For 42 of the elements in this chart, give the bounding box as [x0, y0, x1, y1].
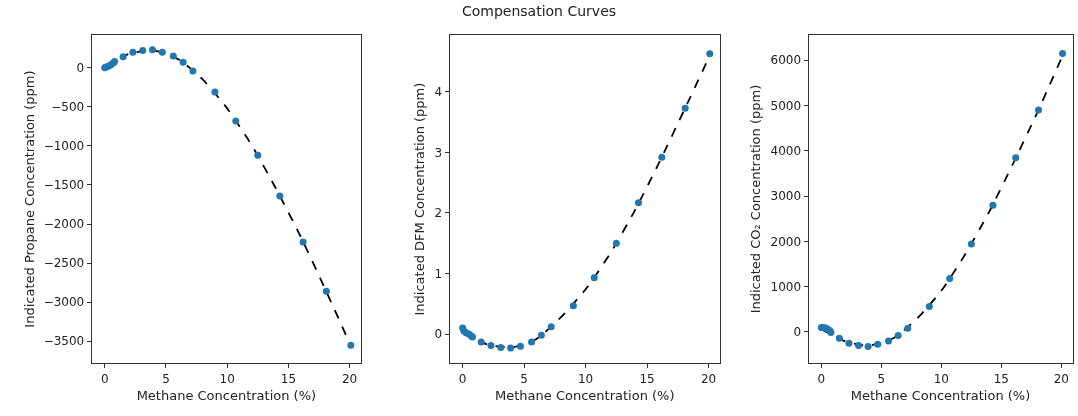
y-tick-label: 0: [434, 327, 443, 342]
x-tick-label: 0: [100, 371, 109, 386]
y-tick-label: 3000: [770, 189, 802, 204]
y-tick-label: −500: [51, 100, 85, 115]
y-tick-label: 0: [793, 325, 802, 340]
y-axis-title: Indicated Propane Concentration (ppm): [21, 70, 37, 328]
y-tick-label: 6000: [770, 53, 802, 68]
y-tick-label: 2: [434, 206, 443, 221]
x-tick-label: 5: [877, 371, 886, 386]
y-tick-label: −2500: [43, 256, 85, 271]
y-tick-label: 3: [434, 145, 443, 160]
y-axis-title: Indicated DFM Concentration (ppm): [412, 82, 428, 316]
x-tick-label: 5: [162, 371, 170, 386]
y-tick-label: 4000: [770, 144, 802, 159]
y-tick-label: 0: [76, 60, 85, 75]
x-tick-label: 20: [341, 371, 358, 386]
x-axis-title: Methane Concentration (%): [495, 388, 675, 404]
y-tick-label: 5000: [770, 98, 802, 113]
x-tick-label: 15: [280, 371, 297, 386]
y-tick-label: 1: [434, 266, 443, 281]
y-axis-title: Indicated CO₂ Concentration (ppm): [748, 84, 764, 314]
y-tick-label: −1000: [43, 139, 85, 154]
x-tick-label: 15: [639, 371, 655, 386]
y-tick-label: −2000: [43, 217, 85, 232]
y-tick-label: 1000: [770, 279, 802, 294]
x-tick-label: 10: [219, 371, 235, 386]
x-tick-label: 0: [817, 371, 826, 386]
x-axis-title: Methane Concentration (%): [850, 388, 1031, 404]
x-tick-label: 5: [520, 371, 528, 386]
y-tick-label: 4: [434, 85, 443, 100]
x-tick-label: 15: [993, 371, 1009, 386]
chart-title: Compensation Curves: [461, 3, 617, 20]
x-tick-label: 0: [458, 371, 467, 386]
x-tick-label: 10: [577, 371, 594, 386]
y-tick-label: −3500: [43, 334, 85, 349]
x-tick-label: 20: [1053, 371, 1069, 386]
y-tick-label: −3000: [43, 295, 85, 310]
x-axis-title: Methane Concentration (%): [136, 388, 317, 404]
y-tick-label: 2000: [770, 234, 802, 249]
y-tick-label: −1500: [43, 178, 85, 193]
x-tick-label: 10: [933, 371, 949, 386]
x-tick-label: 20: [700, 371, 717, 386]
